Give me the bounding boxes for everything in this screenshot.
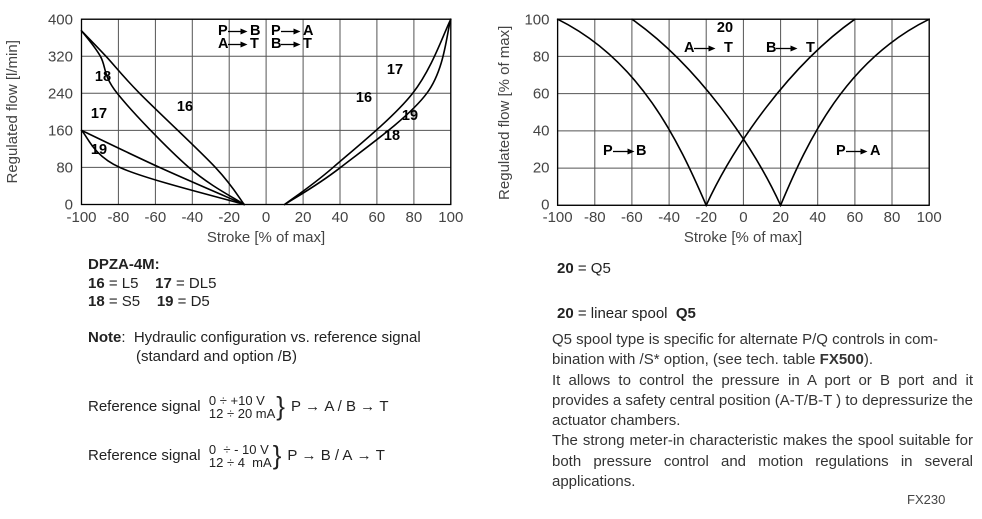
- svg-text:80: 80: [533, 49, 550, 66]
- svg-text:T: T: [303, 36, 312, 52]
- svg-text:18: 18: [95, 69, 111, 85]
- svg-text:16: 16: [177, 99, 193, 115]
- svg-text:240: 240: [48, 86, 73, 103]
- svg-text:-60: -60: [145, 209, 167, 226]
- svg-text:100: 100: [917, 209, 942, 226]
- svg-text:400: 400: [48, 12, 73, 29]
- svg-text:A: A: [870, 143, 881, 159]
- svg-text:19: 19: [91, 142, 107, 158]
- svg-text:80: 80: [56, 160, 73, 177]
- svg-text:-20: -20: [218, 209, 240, 226]
- svg-text:-100: -100: [66, 209, 96, 226]
- svg-text:A: A: [218, 36, 229, 52]
- svg-text:100: 100: [524, 12, 549, 29]
- svg-text:20: 20: [772, 209, 789, 226]
- svg-text:P: P: [603, 143, 613, 159]
- svg-text:40: 40: [533, 123, 550, 140]
- svg-text:100: 100: [438, 209, 463, 226]
- svg-text:60: 60: [369, 209, 386, 226]
- svg-text:20: 20: [717, 20, 733, 36]
- svg-text:Regulated flow [% of max]: Regulated flow [% of max]: [496, 26, 513, 200]
- svg-text:-40: -40: [181, 209, 203, 226]
- svg-text:80: 80: [406, 209, 423, 226]
- svg-text:-100: -100: [543, 209, 573, 226]
- svg-text:60: 60: [847, 209, 864, 226]
- svg-text:Stroke [% of max]: Stroke [% of max]: [684, 229, 802, 246]
- svg-text:-60: -60: [621, 209, 643, 226]
- svg-text:-80: -80: [108, 209, 130, 226]
- svg-text:T: T: [806, 40, 815, 56]
- svg-text:0: 0: [739, 209, 747, 226]
- svg-text:18: 18: [384, 128, 400, 144]
- svg-text:Stroke [% of max]: Stroke [% of max]: [207, 229, 325, 246]
- svg-text:B: B: [766, 40, 776, 56]
- svg-text:40: 40: [809, 209, 826, 226]
- svg-text:160: 160: [48, 123, 73, 140]
- svg-text:20: 20: [533, 160, 550, 177]
- svg-text:19: 19: [402, 108, 418, 124]
- svg-text:B: B: [636, 143, 646, 159]
- svg-text:-20: -20: [695, 209, 717, 226]
- svg-text:17: 17: [91, 106, 107, 122]
- svg-text:17: 17: [387, 62, 403, 78]
- svg-text:T: T: [250, 36, 259, 52]
- svg-text:60: 60: [533, 86, 550, 103]
- svg-text:B: B: [271, 36, 281, 52]
- svg-text:320: 320: [48, 49, 73, 66]
- svg-text:-40: -40: [658, 209, 680, 226]
- svg-text:20: 20: [295, 209, 312, 226]
- svg-text:A: A: [684, 40, 695, 56]
- svg-text:0: 0: [262, 209, 270, 226]
- svg-text:Regulated flow [l/min]: Regulated flow [l/min]: [4, 40, 21, 183]
- svg-text:40: 40: [332, 209, 349, 226]
- svg-text:P: P: [836, 143, 846, 159]
- svg-text:-80: -80: [584, 209, 606, 226]
- svg-text:80: 80: [884, 209, 901, 226]
- svg-text:16: 16: [356, 90, 372, 106]
- svg-text:T: T: [724, 40, 733, 56]
